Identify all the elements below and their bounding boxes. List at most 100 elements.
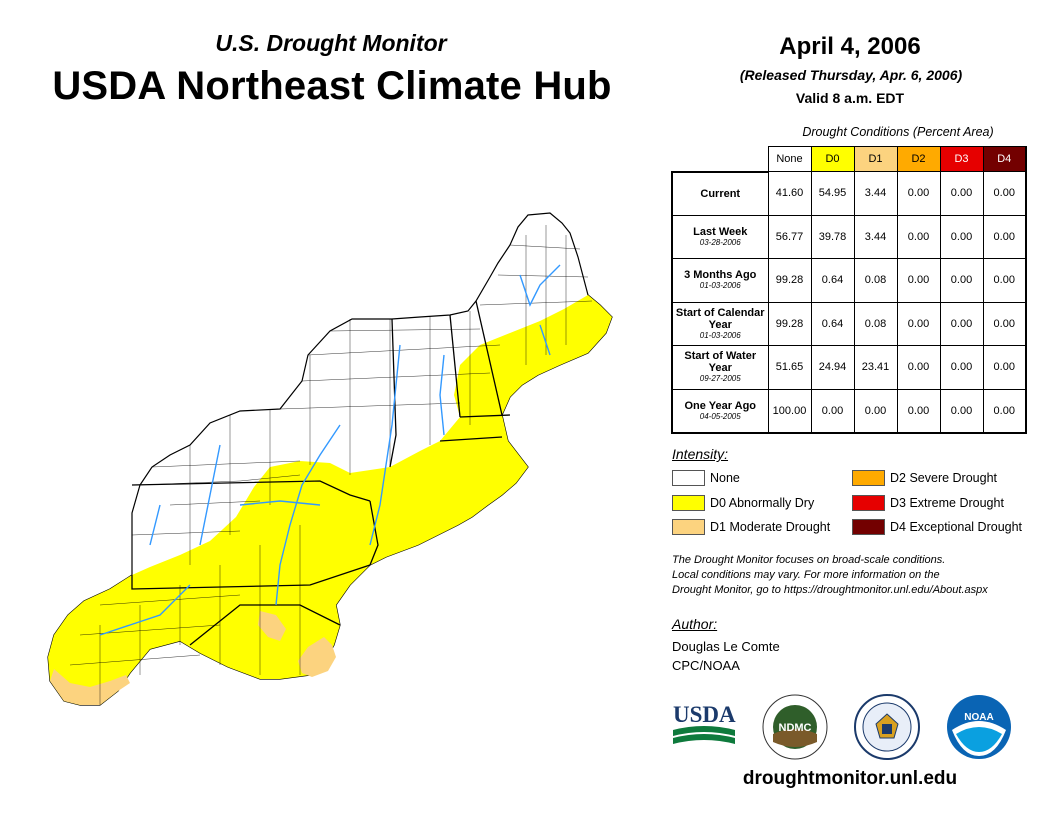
legend-item-d3: D3 Extreme Drought — [852, 495, 1004, 511]
table-cell: 0.00 — [896, 388, 941, 434]
usda-logo-text: USDA — [673, 702, 736, 727]
usda-logo: USDA — [672, 700, 736, 748]
legend-item-d2: D2 Severe Drought — [852, 470, 997, 486]
table-row: Last Week 03-28-2006 56.77 39.78 3.44 0.00 0.0… — [671, 214, 1027, 259]
table-cell: 39.78 — [810, 214, 855, 259]
noaa-logo: NOAA — [946, 694, 1012, 760]
row-label: One Year Ago 04-05-2005 — [671, 388, 769, 434]
author-org: CPC/NOAA — [672, 658, 740, 673]
table-cell: 0.00 — [896, 301, 941, 346]
valid-time: Valid 8 a.m. EDT — [795, 90, 905, 106]
table-cell: 99.28 — [767, 258, 812, 303]
table-row: Start of Calendar Year 01-03-2006 99.28 0.6… — [671, 301, 1027, 346]
author-title: Author: — [672, 616, 718, 632]
table-cell: 0.00 — [982, 388, 1027, 434]
county-lines — [69, 225, 593, 705]
conditions-table: None D0 D1 D2 D3 D4 Current 41.60 54.95 3.44 0.00 0… — [671, 146, 1027, 434]
table-cell: 0.00 — [896, 214, 941, 259]
legend-swatch-d1 — [672, 519, 705, 535]
table-cell: 0.00 — [939, 388, 984, 434]
column-header-d0: D0 — [810, 146, 855, 172]
table-cell: 41.60 — [767, 171, 812, 216]
table-cell: 0.00 — [853, 388, 898, 434]
column-header-none: None — [767, 146, 812, 172]
author-block: Douglas Le Comte CPC/NOAA — [672, 637, 780, 675]
table-cell: 0.00 — [896, 258, 941, 303]
legend-label-none: None — [710, 471, 740, 485]
table-corner — [672, 146, 769, 173]
table-cell: 24.94 — [810, 345, 855, 390]
table-cell: 0.00 — [896, 345, 941, 390]
column-header-d4: D4 — [982, 146, 1027, 172]
legend-item-none: None — [672, 470, 740, 486]
column-header-d1: D1 — [853, 146, 898, 172]
table-cell: 3.44 — [853, 171, 898, 216]
row-label: Start of Water Year 09-27-2005 — [671, 345, 769, 390]
table-cell: 23.41 — [853, 345, 898, 390]
row-label-text: Last Week — [693, 225, 748, 238]
row-date: 04-05-2005 — [699, 411, 741, 421]
table-header-row: None D0 D1 D2 D3 D4 — [672, 146, 1027, 173]
legend-item-d1: D1 Moderate Drought — [672, 519, 830, 535]
table-cell: 0.00 — [939, 345, 984, 390]
table-cell: 0.00 — [939, 301, 984, 346]
map-date: April 4, 2006 — [779, 33, 921, 60]
d0-area — [48, 295, 612, 705]
table-cell: 0.00 — [810, 388, 855, 434]
legend-swatch-d3 — [852, 495, 885, 511]
d1-area-southwest — [50, 669, 130, 705]
map-subtitle: U.S. Drought Monitor — [215, 30, 447, 56]
column-header-d2: D2 — [896, 146, 941, 172]
map-title: USDA Northeast Climate Hub — [52, 64, 612, 108]
legend-item-d0: D0 Abnormally Dry — [672, 495, 814, 511]
ndmc-logo-text: NDMC — [779, 722, 812, 734]
table-cell: 99.28 — [767, 301, 812, 346]
conditions-caption: Drought Conditions (Percent Area) — [802, 125, 994, 139]
row-date: 01-03-2006 — [699, 330, 741, 340]
row-label: 3 Months Ago 01-03-2006 — [671, 258, 769, 303]
table-cell: 54.95 — [810, 171, 855, 216]
table-cell: 100.00 — [767, 388, 812, 434]
legend-swatch-d4 — [852, 519, 885, 535]
column-header-d3: D3 — [939, 146, 984, 172]
table-cell: 0.00 — [982, 301, 1027, 346]
row-date: 03-28-2006 — [699, 237, 741, 247]
row-label-text: Start of Calendar Year — [675, 306, 765, 331]
table-row: One Year Ago 04-05-2005 100.00 0.00 0.00 0.00… — [671, 388, 1027, 434]
drought-map — [47, 212, 613, 706]
note-line: Drought Monitor, go to https://droughtmo… — [672, 584, 988, 596]
legend-label-d0: D0 Abnormally Dry — [710, 496, 815, 510]
table-cell: 0.00 — [982, 214, 1027, 259]
table-cell: 0.00 — [982, 171, 1027, 216]
legend-item-d4: D4 Exceptional Drought — [852, 519, 1022, 535]
noaa-logo-text: NOAA — [964, 712, 993, 723]
table-cell: 0.00 — [939, 258, 984, 303]
release-date: (Released Thursday, Apr. 6, 2006) — [739, 67, 963, 83]
row-label-text: Current — [700, 187, 741, 200]
legend-label-d4: D4 Exceptional Drought — [890, 520, 1023, 534]
d1-area-maryland — [258, 611, 286, 641]
author-name: Douglas Le Comte — [672, 639, 780, 654]
table-cell: 0.00 — [939, 171, 984, 216]
legend-label-d3: D3 Extreme Drought — [890, 496, 1004, 510]
table-cell: 0.00 — [982, 258, 1027, 303]
table-row: 3 Months Ago 01-03-2006 99.28 0.64 0.08 0.00 0… — [671, 258, 1027, 303]
note-line: Local conditions may vary. For more info… — [672, 569, 940, 581]
monitor-note: The Drought Monitor focuses on broad-sca… — [672, 553, 1042, 598]
table-cell: 0.00 — [982, 345, 1027, 390]
row-label-text: One Year Ago — [684, 399, 757, 412]
table-cell: 0.64 — [810, 301, 855, 346]
note-line: The Drought Monitor focuses on broad-sca… — [672, 554, 946, 566]
table-cell: 0.64 — [810, 258, 855, 303]
table-row: Current 41.60 54.95 3.44 0.00 0.00 0.00 — [671, 171, 1027, 216]
rivers — [99, 264, 561, 636]
table-cell: 0.00 — [939, 214, 984, 259]
legend-label-d2: D2 Severe Drought — [890, 471, 998, 485]
row-date: 01-03-2006 — [699, 281, 741, 291]
table-cell: 0.00 — [896, 171, 941, 216]
legend-swatch-d2 — [852, 470, 885, 486]
row-label: Current — [671, 171, 769, 216]
row-date: 09-27-2005 — [699, 374, 741, 384]
legend-swatch-none — [672, 470, 705, 486]
footer-url[interactable]: droughtmonitor.unl.edu — [742, 768, 958, 789]
